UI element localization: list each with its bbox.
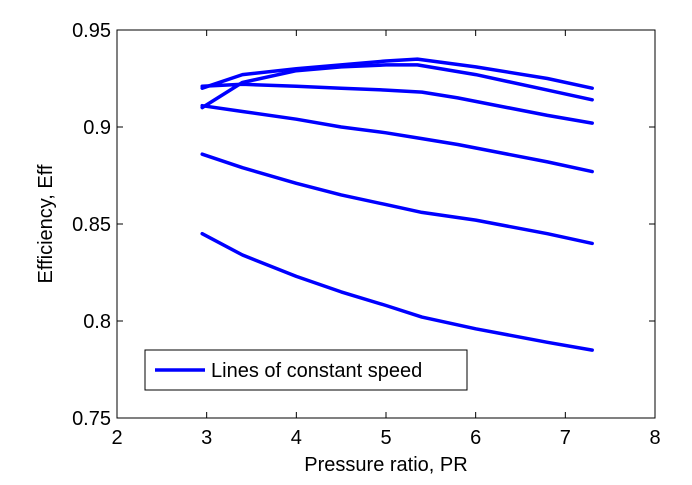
x-tick-label: 4 <box>291 427 302 449</box>
series-line-3 <box>200 103 594 174</box>
series-layer <box>200 57 594 352</box>
x-tick-label: 2 <box>111 427 122 449</box>
y-tick-label: 0.75 <box>72 408 111 430</box>
y-axis-ticks: 0.75 0.8 0.85 0.9 0.95 <box>72 20 655 430</box>
y-tick-label: 0.85 <box>72 214 111 236</box>
y-axis-label: Efficiency, Eff <box>35 164 57 283</box>
y-tick-label: 0.8 <box>83 311 111 333</box>
series-line-6 <box>200 57 594 90</box>
y-tick-label: 0.95 <box>72 20 111 42</box>
series-line-4 <box>200 82 594 125</box>
series-line-1 <box>200 231 594 352</box>
legend-label: Lines of constant speed <box>211 360 422 382</box>
series-line-5 <box>200 63 594 110</box>
x-tick-label: 3 <box>201 427 212 449</box>
legend: Lines of constant speed <box>144 349 468 391</box>
x-axis-label: Pressure ratio, PR <box>304 454 467 476</box>
x-tick-label: 8 <box>649 427 660 449</box>
x-tick-label: 5 <box>380 427 391 449</box>
x-axis-ticks: 2 3 4 5 6 7 8 <box>111 30 661 449</box>
series-line-2 <box>200 152 594 246</box>
x-tick-label: 6 <box>470 427 481 449</box>
y-tick-label: 0.9 <box>83 117 111 139</box>
x-tick-label: 7 <box>560 427 571 449</box>
